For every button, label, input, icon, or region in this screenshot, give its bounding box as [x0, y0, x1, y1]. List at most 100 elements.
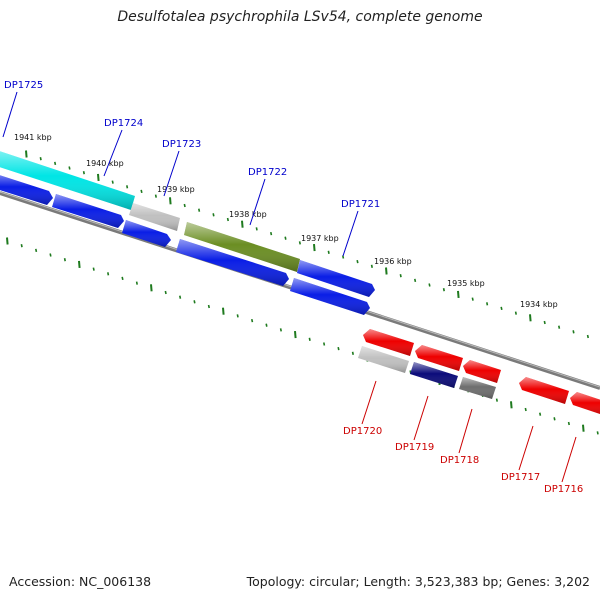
outer-tick — [500, 306, 503, 311]
outer-tick — [126, 185, 129, 189]
outer-tick — [471, 297, 474, 301]
label-dp1723[interactable]: DP1723 — [162, 139, 201, 150]
reverse-label-leaders — [361, 380, 577, 483]
inner-tick — [294, 331, 297, 339]
inner-tick — [582, 424, 585, 432]
outer-tick — [25, 150, 28, 158]
inner-tick — [63, 258, 66, 262]
inner-tick — [510, 401, 513, 409]
inner-tick — [351, 351, 354, 355]
outer-tick — [486, 302, 489, 306]
label-dp1716[interactable]: DP1716 — [544, 484, 583, 495]
inner-tick — [107, 272, 110, 276]
tick-label-1934: 1934 kbp — [520, 300, 558, 309]
inner-tick — [92, 267, 95, 271]
outer-tick — [586, 334, 589, 339]
label-dp1720[interactable]: DP1720 — [343, 426, 382, 437]
tick-label-1940: 1940 kbp — [86, 159, 124, 168]
outer-tick — [313, 244, 316, 252]
forward-label-leaders — [2, 91, 359, 257]
outer-tick — [442, 288, 445, 292]
outer-tick — [270, 231, 273, 236]
inner-tick — [121, 276, 124, 281]
inner-tick — [135, 281, 138, 285]
tick-label-1936: 1936 kbp — [374, 257, 412, 266]
genome-summary-text: Topology: circular; Length: 3,523,383 bp… — [246, 574, 590, 589]
label-dp1725[interactable]: DP1725 — [4, 80, 43, 91]
outer-tick — [198, 208, 201, 212]
accession-text: Accession: NC_006138 — [9, 574, 152, 589]
outer-tick — [327, 250, 330, 254]
tick-label-1937: 1937 kbp — [301, 234, 339, 243]
inner-tick — [20, 244, 23, 248]
outer-tick — [154, 194, 157, 198]
inner-tick — [567, 421, 570, 426]
outer-tick — [572, 330, 575, 334]
inner-tick — [553, 417, 556, 421]
inner-tick — [207, 304, 210, 309]
label-dp1722[interactable]: DP1722 — [248, 167, 287, 178]
outer-tick — [457, 290, 460, 298]
label-dp1721[interactable]: DP1721 — [341, 199, 380, 210]
outer-tick — [342, 255, 345, 259]
label-dp1718[interactable]: DP1718 — [440, 455, 479, 466]
forward-genes-row2 — [0, 175, 370, 315]
map-title: Desulfotalea psychrophila LSv54, complet… — [117, 9, 483, 25]
tick-label-1941: 1941 kbp — [14, 133, 52, 142]
tick-label-1935: 1935 kbp — [447, 279, 485, 288]
outer-tick — [97, 173, 100, 181]
outer-tick — [558, 325, 561, 329]
outer-tick — [169, 197, 172, 205]
inner-tick — [78, 260, 81, 268]
outer-tick — [183, 203, 186, 208]
outer-tick — [39, 157, 42, 161]
inner-tick — [6, 237, 9, 245]
inner-tick — [265, 323, 268, 327]
inner-tick — [236, 314, 239, 318]
label-dp1724[interactable]: DP1724 — [104, 118, 143, 129]
inner-tick — [596, 431, 599, 435]
inner-tick — [179, 295, 182, 299]
outer-tick — [514, 311, 517, 315]
outer-tick — [298, 241, 301, 245]
outer-tick — [111, 180, 114, 184]
tick-label-1938: 1938 kbp — [229, 210, 267, 219]
outer-tick — [385, 267, 388, 275]
inner-tick — [193, 300, 196, 304]
forward-genes — [0, 151, 375, 297]
outer-tick — [82, 171, 85, 175]
reverse-genes — [358, 329, 600, 414]
outer-tick — [255, 227, 258, 231]
outer-tick — [68, 166, 71, 170]
tick-labels: 1941 kbp 1940 kbp 1939 kbp 1938 kbp 1937… — [14, 133, 558, 309]
outer-tick — [54, 161, 57, 166]
outer-tick — [543, 320, 546, 325]
label-dp1719[interactable]: DP1719 — [395, 442, 434, 453]
reverse-gene-labels: DP1720 DP1719 DP1718 DP1717 DP1716 — [343, 426, 583, 495]
outer-tick — [356, 259, 359, 264]
inner-tick — [495, 398, 498, 402]
inner-tick — [49, 253, 52, 257]
outer-tick — [529, 314, 532, 322]
inner-tick — [524, 407, 527, 412]
outer-tick — [212, 213, 215, 217]
inner-tick — [279, 328, 282, 332]
outer-tick — [428, 283, 431, 287]
inner-tick — [164, 290, 167, 295]
outer-tick — [140, 189, 143, 194]
inner-tick — [308, 337, 311, 341]
inner-tick — [251, 318, 254, 323]
label-dp1717[interactable]: DP1717 — [501, 472, 540, 483]
inner-tick — [35, 248, 38, 253]
tick-label-1939: 1939 kbp — [157, 185, 195, 194]
outer-tick — [414, 278, 417, 283]
inner-tick — [323, 342, 326, 346]
outer-tick — [226, 217, 229, 222]
outer-tick-row — [25, 150, 589, 339]
forward-gene-labels: DP1725 DP1724 DP1723 DP1722 DP1721 — [4, 80, 380, 210]
outer-tick — [284, 236, 287, 240]
outer-tick — [241, 220, 244, 228]
outer-tick — [399, 274, 402, 278]
inner-tick — [539, 412, 542, 416]
